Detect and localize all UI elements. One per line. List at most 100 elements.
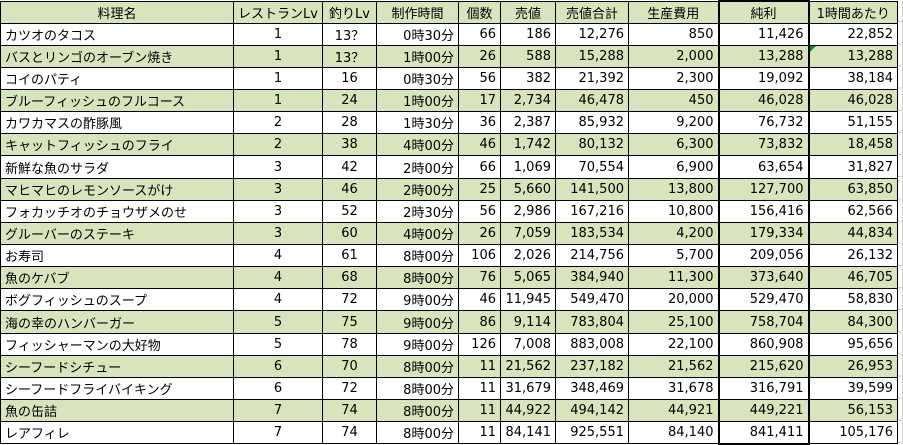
cell-per_hour[interactable]: 56,153 [808,399,898,423]
cell-sell_price[interactable]: 11,945 [500,288,556,312]
cell-name[interactable]: グルーバーのステーキ [0,221,234,246]
cell-fishing_lv[interactable]: 42 [322,155,377,179]
cell-fishing_lv[interactable]: 52 [322,199,377,223]
cell-sell_total[interactable]: 183,534 [555,221,629,246]
cell-production_cost[interactable]: 2,000 [628,44,719,68]
cell-per_hour[interactable]: 84,300 [808,310,898,334]
cell-production_cost[interactable]: 31,678 [628,376,719,401]
cell-restaurant_lv[interactable]: 1 [233,66,323,91]
cell-restaurant_lv[interactable]: 1 [233,89,323,113]
cell-name[interactable]: カツオのタコス [0,22,234,46]
column-header-production_cost[interactable]: 生産費用 [628,0,719,24]
cell-sell_total[interactable]: 70,554 [555,155,629,179]
cell-sell_total[interactable]: 15,288 [555,44,629,68]
cell-craft_time[interactable]: 4時00分 [376,221,459,246]
cell-craft_time[interactable]: 8時00分 [376,376,459,401]
cell-count[interactable]: 11 [458,376,501,401]
cell-per_hour[interactable]: 31,827 [808,155,898,179]
cell-restaurant_lv[interactable]: 1 [233,22,323,46]
cell-name[interactable]: フォカッチオのチョウザメのせ [0,199,234,223]
cell-net_profit[interactable]: 11,426 [717,22,810,46]
cell-per_hour[interactable]: 46,028 [808,89,898,113]
cell-fishing_lv[interactable]: 74 [322,421,377,445]
cell-craft_time[interactable]: 9時00分 [376,332,459,356]
cell-per_hour[interactable]: 26,953 [808,354,898,378]
cell-sell_total[interactable]: 925,551 [555,421,629,445]
cell-production_cost[interactable]: 22,100 [628,332,719,356]
cell-sell_price[interactable]: 186 [500,22,556,46]
cell-sell_total[interactable]: 883,008 [555,332,629,356]
cell-count[interactable]: 126 [458,332,501,356]
cell-net_profit[interactable]: 63,654 [717,155,810,179]
cell-sell_total[interactable]: 167,216 [555,199,629,223]
cell-count[interactable]: 11 [458,399,501,423]
cell-count[interactable]: 106 [458,244,501,268]
column-header-sell_total[interactable]: 売値合計 [555,0,629,24]
cell-count[interactable]: 36 [458,111,501,135]
cell-net_profit[interactable]: 179,334 [717,221,810,246]
cell-restaurant_lv[interactable]: 1 [233,44,323,68]
cell-fishing_lv[interactable]: 68 [322,266,377,290]
cell-craft_time[interactable]: 8時00分 [376,421,459,445]
cell-sell_price[interactable]: 2,387 [500,111,556,135]
cell-sell_price[interactable]: 2,986 [500,199,556,223]
cell-net_profit[interactable]: 529,470 [717,288,810,312]
cell-sell_total[interactable]: 783,804 [555,310,629,334]
cell-fishing_lv[interactable]: 74 [322,399,377,423]
cell-count[interactable]: 11 [458,421,501,445]
cell-net_profit[interactable]: 209,056 [717,244,810,268]
cell-restaurant_lv[interactable]: 5 [233,310,323,334]
cell-count[interactable]: 56 [458,199,501,223]
cell-sell_total[interactable]: 46,478 [555,89,629,113]
cell-count[interactable]: 86 [458,310,501,334]
column-header-craft_time[interactable]: 制作時間 [376,0,459,24]
cell-production_cost[interactable]: 20,000 [628,288,719,312]
cell-craft_time[interactable]: 8時00分 [376,266,459,290]
cell-count[interactable]: 46 [458,288,501,312]
cell-sell_price[interactable]: 2,734 [500,89,556,113]
cell-count[interactable]: 25 [458,177,501,201]
cell-per_hour[interactable]: 58,830 [808,288,898,312]
cell-net_profit[interactable]: 19,092 [717,66,810,91]
cell-sell_price[interactable]: 588 [500,44,556,68]
cell-name[interactable]: ブルーフィッシュのフルコース [0,89,234,113]
cell-per_hour[interactable]: 51,155 [808,111,898,135]
cell-sell_price[interactable]: 7,008 [500,332,556,356]
cell-production_cost[interactable]: 5,700 [628,244,719,268]
cell-fishing_lv[interactable]: 46 [322,177,377,201]
cell-count[interactable]: 66 [458,22,501,46]
column-header-fishing_lv[interactable]: 釣りLv [322,0,377,24]
cell-sell_total[interactable]: 21,392 [555,66,629,91]
cell-sell_price[interactable]: 84,141 [500,421,556,445]
cell-fishing_lv[interactable]: 38 [322,133,377,157]
cell-fishing_lv[interactable]: 72 [322,288,377,312]
cell-production_cost[interactable]: 9,200 [628,111,719,135]
cell-net_profit[interactable]: 156,416 [717,199,810,223]
cell-fishing_lv[interactable]: 70 [322,354,377,378]
cell-sell_price[interactable]: 382 [500,66,556,91]
cell-per_hour[interactable]: 46,705 [808,266,898,290]
cell-production_cost[interactable]: 25,100 [628,310,719,334]
cell-sell_total[interactable]: 85,932 [555,111,629,135]
cell-name[interactable]: ボグフィッシュのスープ [0,288,234,312]
cell-sell_price[interactable]: 9,114 [500,310,556,334]
cell-count[interactable]: 46 [458,133,501,157]
cell-production_cost[interactable]: 21,562 [628,354,719,378]
cell-restaurant_lv[interactable]: 3 [233,177,323,201]
cell-per_hour[interactable]: 63,850 [808,177,898,201]
cell-restaurant_lv[interactable]: 4 [233,266,323,290]
cell-count[interactable]: 17 [458,89,501,113]
cell-craft_time[interactable]: 2時00分 [376,155,459,179]
cell-net_profit[interactable]: 449,221 [717,399,810,423]
cell-restaurant_lv[interactable]: 3 [233,221,323,246]
cell-craft_time[interactable]: 0時30分 [376,22,459,46]
cell-net_profit[interactable]: 73,832 [717,133,810,157]
cell-per_hour[interactable]: 18,458 [808,133,898,157]
cell-restaurant_lv[interactable]: 6 [233,376,323,401]
cell-net_profit[interactable]: 758,704 [717,310,810,334]
cell-production_cost[interactable]: 13,800 [628,177,719,201]
cell-production_cost[interactable]: 450 [628,89,719,113]
cell-craft_time[interactable]: 9時00分 [376,310,459,334]
cell-sell_price[interactable]: 1,069 [500,155,556,179]
cell-sell_total[interactable]: 237,182 [555,354,629,378]
